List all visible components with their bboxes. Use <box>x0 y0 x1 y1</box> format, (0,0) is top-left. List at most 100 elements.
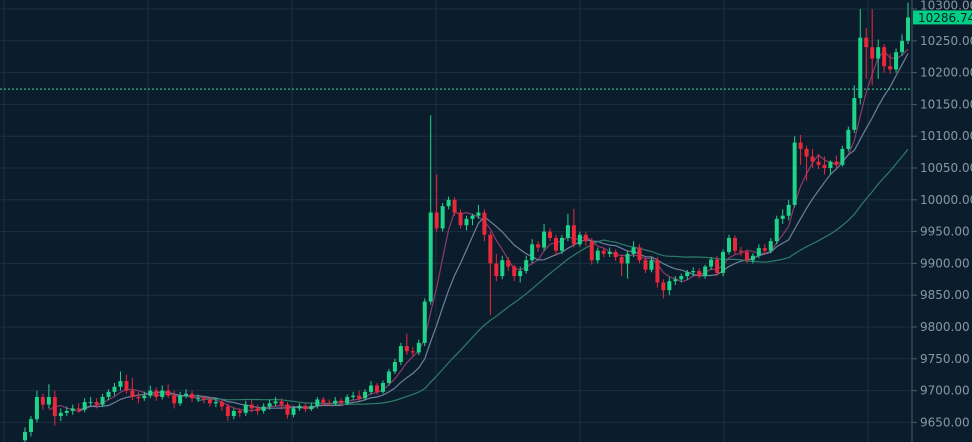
candle-body <box>571 225 576 245</box>
candle-body <box>291 408 296 415</box>
candle-body <box>840 148 845 165</box>
candle-body <box>446 199 451 207</box>
candle-up <box>625 250 630 279</box>
candle-down <box>207 396 212 407</box>
candle-down <box>643 257 648 273</box>
candle-body <box>816 161 821 165</box>
candle-up <box>631 241 636 258</box>
candle-body <box>40 396 45 405</box>
candle-body <box>46 396 51 405</box>
candle-down <box>166 384 171 399</box>
candle-down <box>219 399 224 411</box>
candle-body <box>565 225 570 238</box>
candle-body <box>196 398 201 400</box>
candle-body <box>225 406 230 417</box>
candle-body <box>94 402 99 405</box>
candle-up <box>792 136 797 208</box>
candle-body <box>864 37 869 48</box>
candle-up <box>160 385 165 400</box>
candle-body <box>392 361 397 372</box>
candle-up <box>23 427 27 442</box>
candle-up <box>106 389 111 401</box>
candle-body <box>482 212 487 235</box>
candle-body <box>76 408 81 410</box>
candle-down <box>201 395 206 404</box>
candle-body <box>631 247 636 254</box>
candle-body <box>386 371 391 383</box>
candle-down <box>589 237 594 265</box>
candle-body <box>333 400 338 404</box>
candle-up <box>768 237 773 254</box>
candle-up <box>142 391 147 401</box>
candle-up <box>428 115 433 305</box>
candle-up <box>559 234 564 254</box>
candle-down <box>536 241 541 252</box>
candle-up <box>691 267 696 277</box>
candle-body <box>673 279 678 282</box>
candle-body <box>160 390 165 397</box>
candle-up <box>607 247 612 258</box>
candle-down <box>136 391 141 404</box>
candle-up <box>213 398 218 408</box>
candle-up <box>464 215 469 231</box>
candle-body <box>422 301 427 343</box>
candle-up <box>709 257 714 270</box>
candle-body <box>888 66 893 70</box>
candle-up <box>333 396 338 406</box>
candle-up <box>828 160 833 175</box>
candle-body <box>303 405 308 410</box>
candle-body <box>619 257 624 264</box>
candle-down <box>52 390 57 426</box>
candle-up <box>852 85 857 134</box>
candle-up <box>184 389 189 399</box>
candle-body <box>667 281 672 291</box>
candle-down <box>834 155 839 168</box>
candle-down <box>738 246 743 256</box>
candle-up <box>231 408 236 420</box>
price-tick-label: 9800.00 <box>920 320 970 334</box>
candle-body <box>118 381 123 387</box>
candle-body <box>142 395 147 399</box>
candle-up <box>416 339 421 355</box>
candle-up <box>261 403 266 414</box>
candle-up <box>846 126 851 152</box>
candle-down <box>506 257 511 272</box>
price-axis[interactable]: 10300.00 10250.00 10200.00 10150.00 10100.00… <box>912 0 972 429</box>
candle-body <box>709 259 714 267</box>
candle-up <box>178 391 183 406</box>
candle-up <box>679 273 684 283</box>
candle-up <box>345 394 350 406</box>
candle-body <box>703 266 708 277</box>
candle-down <box>494 253 499 282</box>
candle-down <box>512 264 517 282</box>
candle-body <box>219 402 224 407</box>
candle-body <box>88 402 93 404</box>
candle-body <box>357 395 362 399</box>
candle-body <box>715 259 720 273</box>
candle-body <box>458 212 463 226</box>
candle-up <box>112 382 117 396</box>
candle-body <box>476 212 481 216</box>
candle-body <box>452 199 457 213</box>
candle-up <box>273 396 278 406</box>
candle-body <box>518 271 523 277</box>
candle-up <box>28 416 33 437</box>
candle-down <box>655 257 660 288</box>
candle-body <box>613 251 618 258</box>
candle-body <box>804 148 809 157</box>
candle-body <box>834 161 839 165</box>
candle-body <box>607 251 612 254</box>
candle-down <box>744 249 749 264</box>
candle-body <box>58 412 63 417</box>
candle-down <box>601 247 606 258</box>
candle-body <box>327 402 332 404</box>
candle-body <box>792 142 797 205</box>
candle-down <box>816 154 821 170</box>
candle-down <box>130 377 135 401</box>
candle-up <box>530 239 535 264</box>
candle-up <box>858 9 863 105</box>
candle-up <box>470 213 475 226</box>
candle-up <box>673 276 678 286</box>
